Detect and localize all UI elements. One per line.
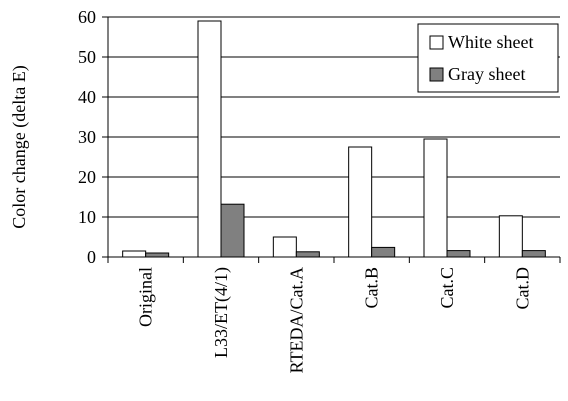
legend: White sheet Gray sheet (417, 23, 559, 93)
y-tick-label: 60 (78, 7, 96, 27)
y-axis-label: Color change (delta E) (9, 65, 30, 228)
bar-white-sheet (272, 236, 297, 258)
bar-gray-sheet (371, 246, 396, 258)
x-tick-label: Cat.B (362, 267, 382, 309)
y-tick-labels: 0 10 20 30 40 50 60 (78, 7, 96, 267)
bar-gray-sheet (220, 203, 245, 258)
bar-gray-sheet (295, 251, 320, 258)
x-tick-labels: Original L33/ET(4/1) RTEDA/Cat.A Cat.B Cat.C… (136, 267, 533, 373)
y-tick-label: 10 (78, 207, 96, 227)
legend-swatch-gray-sheet (429, 67, 444, 82)
y-tick-label: 50 (78, 47, 96, 67)
x-tick-label: Cat.D (512, 267, 532, 310)
y-tick-label: 40 (78, 87, 96, 107)
x-tick-label: L33/ET(4/1) (211, 267, 232, 358)
y-tick-label: 30 (78, 127, 96, 147)
x-tick-label: Original (136, 267, 156, 327)
bar-white-sheet (423, 138, 448, 258)
axes (107, 17, 561, 263)
bar-gray-sheet (145, 252, 170, 258)
bar-gray-sheet (446, 250, 471, 258)
legend-swatch-white-sheet (429, 35, 444, 50)
bars (122, 20, 546, 258)
bar-white-sheet (348, 146, 373, 258)
y-tick-label: 20 (78, 167, 96, 187)
bar-white-sheet (122, 250, 147, 258)
legend-label-white-sheet: White sheet (448, 32, 533, 52)
bar-white-sheet (498, 215, 523, 258)
bar-white-sheet (197, 20, 222, 258)
x-tick-label: Cat.C (437, 267, 457, 309)
bar-gray-sheet (521, 250, 546, 258)
y-tick-label: 0 (87, 247, 96, 267)
x-tick-label: RTEDA/Cat.A (286, 267, 306, 373)
legend-label-gray-sheet: Gray sheet (448, 64, 525, 84)
